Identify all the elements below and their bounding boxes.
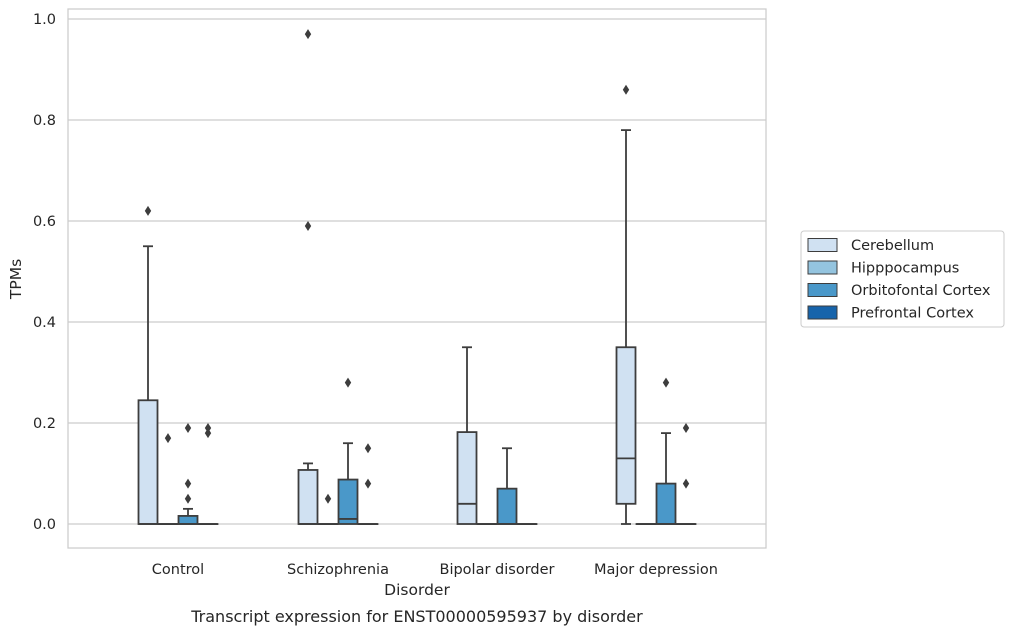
box-body	[177, 515, 199, 525]
outlier-point	[204, 423, 212, 434]
outlier-point	[324, 493, 332, 504]
box-prefrontal-cortex	[357, 443, 379, 526]
legend-swatch	[807, 283, 838, 297]
plot-area-frame	[67, 8, 767, 549]
box-body	[297, 469, 319, 525]
box-body	[615, 346, 637, 505]
x-tick-label: Schizophrenia	[287, 562, 389, 578]
outlier-point	[364, 443, 372, 454]
legend-item: Prefrontal Cortex	[807, 305, 974, 322]
y-tick-label: 0.0	[33, 517, 56, 533]
legend-frame	[800, 230, 1005, 328]
y-tick-label: 0.8	[33, 113, 56, 129]
y-tick-label: 0.2	[33, 416, 56, 432]
outlier-point	[344, 377, 352, 388]
box-body	[337, 478, 359, 525]
y-axis-title: TPMs	[7, 259, 25, 300]
x-axis-title: Disorder	[384, 581, 450, 599]
outlier-point	[184, 493, 192, 504]
box-body	[456, 431, 478, 525]
legend-item: Cerebellum	[807, 238, 934, 254]
outlier-point	[304, 221, 312, 232]
box-marks	[137, 29, 697, 526]
box-body	[655, 482, 677, 525]
chart-caption: Transcript expression for ENST0000059593…	[190, 607, 643, 626]
y-tick-label: 0.4	[33, 315, 56, 331]
box-cerebellum	[456, 346, 478, 525]
box-prefrontal-cortex	[675, 423, 697, 526]
legend-label: Cerebellum	[851, 238, 934, 254]
box-orbitofontal-cortex	[496, 447, 518, 525]
box-orbitofontal-cortex	[337, 377, 359, 525]
y-tick-label: 1.0	[33, 12, 56, 28]
box-prefrontal-cortex	[197, 423, 219, 526]
outlier-point	[662, 377, 670, 388]
x-axis-ticks: Control Schizophrenia Bipolar disorder Majo…	[152, 562, 718, 578]
outlier-point	[682, 423, 690, 434]
outlier-point	[204, 428, 212, 439]
legend-swatch	[807, 260, 838, 275]
x-tick-label: Control	[152, 562, 204, 578]
y-tick-label: 0.6	[33, 214, 56, 230]
x-tick-label: Bipolar disorder	[440, 562, 555, 578]
x-tick-label: Major depression	[594, 562, 718, 578]
box-orbitofontal-cortex	[655, 377, 677, 525]
legend: Cerebellum Hipppocampus Orbitofontal Corte…	[800, 230, 1005, 328]
box-hipppocampus	[157, 433, 179, 526]
outlier-point	[144, 205, 152, 216]
gridlines	[68, 18, 766, 525]
box-body	[137, 399, 159, 525]
legend-item: Hipppocampus	[807, 260, 959, 277]
outlier-point	[682, 478, 690, 489]
legend-swatch	[807, 305, 838, 320]
legend-label: Orbitofontal Cortex	[851, 283, 991, 299]
box-body	[496, 487, 518, 525]
box-hipppocampus	[317, 493, 339, 526]
outlier-point	[364, 478, 372, 489]
outlier-point	[304, 29, 312, 40]
legend-label: Hipppocampus	[851, 261, 959, 277]
box-cerebellum	[297, 29, 319, 525]
box-cerebellum	[615, 84, 637, 525]
outlier-point	[164, 433, 172, 444]
outlier-point	[622, 84, 630, 95]
legend-item: Orbitofontal Cortex	[807, 283, 991, 299]
box-orbitofontal-cortex	[177, 423, 199, 525]
y-axis-ticks: 0.0 0.2 0.4 0.6 0.8 1.0	[33, 12, 56, 533]
outlier-point	[184, 423, 192, 434]
legend-label: Prefrontal Cortex	[851, 306, 974, 322]
legend-swatch	[807, 238, 838, 252]
outlier-point	[184, 478, 192, 489]
box-cerebellum	[137, 205, 159, 525]
